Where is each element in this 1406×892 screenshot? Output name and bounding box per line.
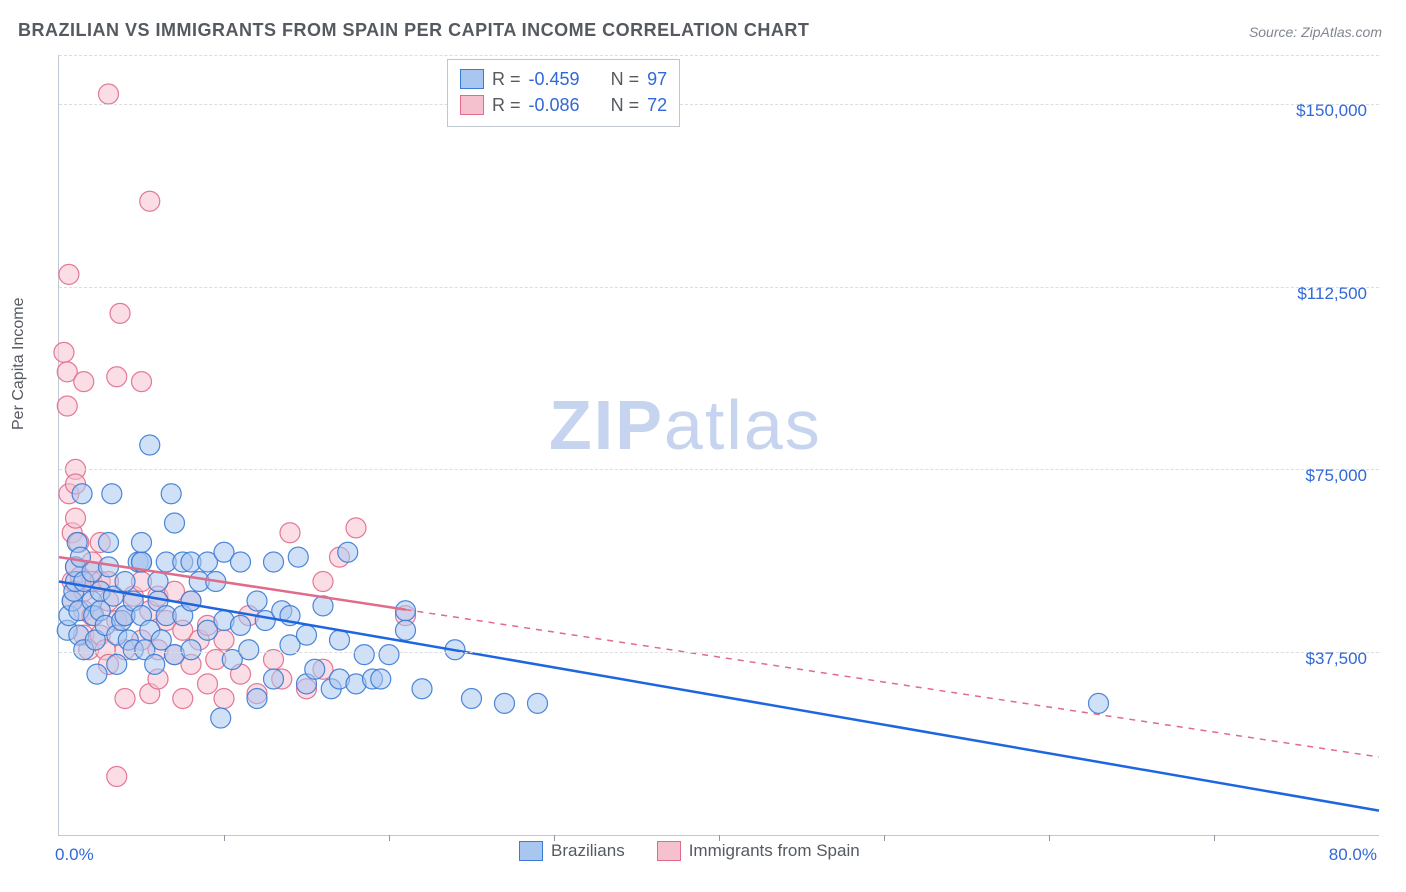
- y-axis-label: Per Capita Income: [10, 297, 28, 430]
- scatter-point: [107, 654, 127, 674]
- scatter-point: [247, 689, 267, 709]
- gridline: [59, 104, 1379, 105]
- legend-item: Immigrants from Spain: [657, 841, 860, 861]
- stats-row: R = -0.086 N = 72: [460, 92, 667, 118]
- scatter-point: [110, 303, 130, 323]
- x-tick: [1049, 835, 1050, 841]
- stats-legend-box: R = -0.459 N = 97 R = -0.086 N = 72: [447, 59, 680, 127]
- plot-area: ZIPatlas $37,500$75,000$112,500$150,0000…: [58, 55, 1379, 836]
- stat-r-value: -0.459: [529, 66, 580, 92]
- legend-swatch: [519, 841, 543, 861]
- scatter-point: [211, 708, 231, 728]
- scatter-point: [528, 693, 548, 713]
- legend-item: Brazilians: [519, 841, 625, 861]
- scatter-point: [264, 669, 284, 689]
- gridline: [59, 287, 1379, 288]
- scatter-point: [214, 689, 234, 709]
- scatter-point: [145, 654, 165, 674]
- scatter-point: [396, 620, 416, 640]
- stat-n-label: N =: [611, 92, 640, 118]
- scatter-point: [198, 674, 218, 694]
- scatter-point: [264, 552, 284, 572]
- trend-line-extension: [406, 610, 1380, 757]
- legend-swatch: [460, 95, 484, 115]
- legend-label: Immigrants from Spain: [689, 841, 860, 861]
- scatter-point: [354, 645, 374, 665]
- scatter-point: [313, 572, 333, 592]
- scatter-point: [99, 84, 119, 104]
- scatter-point: [330, 630, 350, 650]
- scatter-point: [379, 645, 399, 665]
- scatter-point: [107, 367, 127, 387]
- y-tick-label: $37,500: [1306, 649, 1367, 669]
- x-tick: [884, 835, 885, 841]
- scatter-point: [54, 342, 74, 362]
- x-tick: [389, 835, 390, 841]
- scatter-point: [396, 601, 416, 621]
- scatter-point: [107, 767, 127, 787]
- scatter-point: [66, 508, 86, 528]
- scatter-point: [495, 693, 515, 713]
- scatter-point: [239, 640, 259, 660]
- scatter-point: [280, 523, 300, 543]
- scatter-point: [161, 484, 181, 504]
- stat-n-label: N =: [611, 66, 640, 92]
- scatter-point: [288, 547, 308, 567]
- scatter-point: [181, 591, 201, 611]
- scatter-point: [173, 689, 193, 709]
- x-tick: [224, 835, 225, 841]
- source-attribution: Source: ZipAtlas.com: [1249, 24, 1382, 40]
- x-tick-label: 80.0%: [1329, 845, 1377, 865]
- chart-container: BRAZILIAN VS IMMIGRANTS FROM SPAIN PER C…: [0, 0, 1406, 892]
- scatter-point: [462, 689, 482, 709]
- gridline: [59, 55, 1379, 56]
- scatter-point: [87, 664, 107, 684]
- scatter-point: [412, 679, 432, 699]
- y-tick-label: $112,500: [1297, 284, 1367, 304]
- stat-r-label: R =: [492, 66, 521, 92]
- x-tick-label: 0.0%: [55, 845, 94, 865]
- stats-row: R = -0.459 N = 97: [460, 66, 667, 92]
- plot-svg: [59, 55, 1379, 835]
- x-tick: [1214, 835, 1215, 841]
- scatter-point: [59, 264, 79, 284]
- legend-swatch: [460, 69, 484, 89]
- gridline: [59, 652, 1379, 653]
- legend-label: Brazilians: [551, 841, 625, 861]
- stat-r-value: -0.086: [529, 92, 580, 118]
- stat-n-value: 97: [647, 66, 667, 92]
- scatter-point: [231, 552, 251, 572]
- gridline: [59, 469, 1379, 470]
- scatter-point: [371, 669, 391, 689]
- stat-n-value: 72: [647, 92, 667, 118]
- scatter-point: [57, 396, 77, 416]
- stat-r-label: R =: [492, 92, 521, 118]
- scatter-point: [231, 615, 251, 635]
- y-tick-label: $75,000: [1306, 466, 1367, 486]
- scatter-point: [165, 513, 185, 533]
- y-tick-label: $150,000: [1296, 101, 1367, 121]
- scatter-point: [115, 572, 135, 592]
- scatter-point: [148, 572, 168, 592]
- scatter-point: [102, 484, 122, 504]
- scatter-point: [247, 591, 267, 611]
- scatter-point: [72, 484, 92, 504]
- legend-swatch: [657, 841, 681, 861]
- scatter-point: [297, 625, 317, 645]
- scatter-point: [305, 659, 325, 679]
- scatter-point: [346, 518, 366, 538]
- scatter-point: [132, 372, 152, 392]
- scatter-point: [140, 435, 160, 455]
- scatter-point: [99, 533, 119, 553]
- scatter-point: [74, 372, 94, 392]
- scatter-point: [181, 640, 201, 660]
- scatter-point: [140, 191, 160, 211]
- scatter-point: [1089, 693, 1109, 713]
- chart-title: BRAZILIAN VS IMMIGRANTS FROM SPAIN PER C…: [18, 20, 809, 41]
- scatter-point: [115, 689, 135, 709]
- scatter-point: [132, 533, 152, 553]
- scatter-point: [338, 542, 358, 562]
- bottom-legend: Brazilians Immigrants from Spain: [519, 841, 860, 861]
